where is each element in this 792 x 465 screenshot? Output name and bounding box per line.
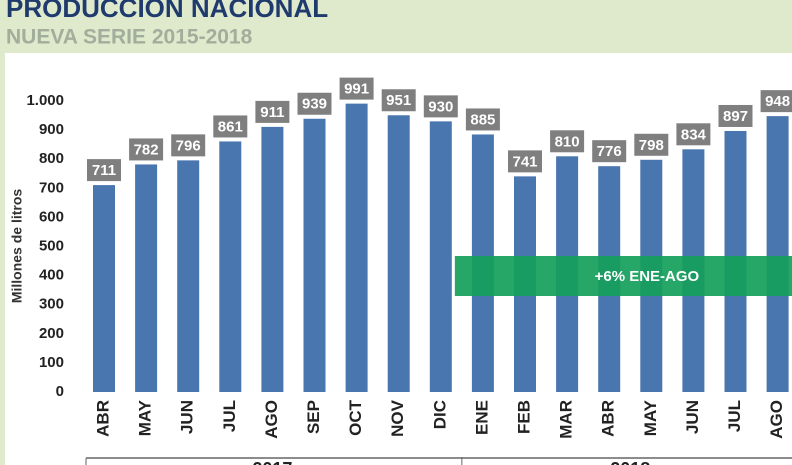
value-label: 991 (344, 81, 369, 98)
value-label-box (634, 133, 669, 156)
value-label: 861 (218, 118, 243, 135)
value-label-box (381, 89, 416, 112)
x-tick-label: MAR (557, 400, 576, 439)
annotation-text: +6% ENE-AGO (595, 268, 700, 285)
value-label-box (465, 108, 500, 131)
value-label: 711 (92, 162, 116, 179)
y-tick-label: 900 (39, 121, 64, 138)
bar (261, 126, 284, 393)
value-label-box (718, 104, 753, 127)
x-tick-label: JUN (178, 400, 197, 434)
bar (177, 160, 200, 392)
value-label-box (171, 134, 206, 157)
bar (219, 141, 242, 392)
y-tick-label: 300 (39, 296, 64, 313)
value-label-box (423, 95, 458, 118)
bar (345, 103, 368, 392)
y-tick-label: 700 (39, 179, 64, 196)
group-label: 2017 (252, 459, 292, 465)
value-label: 897 (723, 108, 748, 125)
value-label: 741 (512, 153, 537, 170)
annotation-band (454, 256, 792, 296)
bar (303, 118, 326, 392)
group-label: 2018 (610, 459, 650, 465)
x-tick-label: SEP (304, 400, 323, 434)
x-tick-label: ABR (93, 400, 112, 437)
value-label: 951 (386, 92, 411, 109)
x-tick-label: JUL (725, 400, 744, 432)
value-label-box (592, 140, 627, 163)
x-tick-label: JUN (683, 400, 702, 434)
value-label: 948 (765, 93, 790, 110)
bar (429, 121, 452, 393)
y-tick-label: 500 (39, 237, 64, 254)
y-tick-label: 800 (39, 150, 64, 167)
x-tick-label: MAY (136, 399, 155, 436)
y-tick-label: 1.000 (26, 92, 64, 109)
value-label: 796 (176, 137, 201, 154)
value-label: 834 (681, 126, 707, 143)
bar (766, 116, 789, 392)
x-tick-label: AGO (767, 400, 786, 439)
bar (387, 115, 410, 392)
value-label: 885 (470, 111, 495, 128)
value-label-box (550, 130, 585, 153)
x-tick-label: MAY (641, 399, 660, 436)
x-tick-label: JUL (220, 400, 239, 432)
value-label-box (213, 115, 248, 138)
bar (135, 164, 158, 392)
y-axis-title: Millones de litros (9, 189, 25, 304)
x-tick-label: NOV (388, 399, 407, 437)
y-tick-label: 600 (39, 208, 64, 225)
x-tick-label: AGO (262, 400, 281, 439)
chart-subtitle: NUEVA SERIE 2015-2018 (6, 26, 253, 49)
x-tick-label: ENE (472, 400, 491, 435)
y-tick-label: 400 (39, 267, 64, 284)
value-label: 782 (134, 141, 159, 158)
value-label-box (508, 150, 542, 173)
bar (93, 185, 115, 392)
x-tick-label: DIC (430, 400, 449, 429)
value-label: 939 (302, 96, 327, 113)
value-label-box (129, 138, 164, 161)
y-tick-label: 0 (56, 383, 64, 400)
value-label: 798 (639, 137, 664, 154)
value-label-box (339, 77, 374, 100)
value-label: 810 (555, 133, 580, 150)
value-label-box (87, 159, 121, 182)
value-label-box (297, 92, 332, 115)
x-tick-label: OCT (346, 399, 365, 436)
y-tick-label: 100 (39, 354, 64, 371)
value-label-box (255, 100, 290, 123)
value-label: 776 (597, 143, 622, 160)
value-label: 930 (428, 98, 453, 115)
x-tick-label: FEB (514, 400, 533, 434)
chart-title: PRODUCCION NACIONAL (6, 0, 328, 23)
y-tick-label: 200 (39, 325, 64, 342)
value-label: 911 (260, 104, 284, 121)
value-label-box (760, 90, 792, 113)
x-tick-label: ABR (599, 400, 618, 437)
value-label-box (676, 123, 711, 146)
